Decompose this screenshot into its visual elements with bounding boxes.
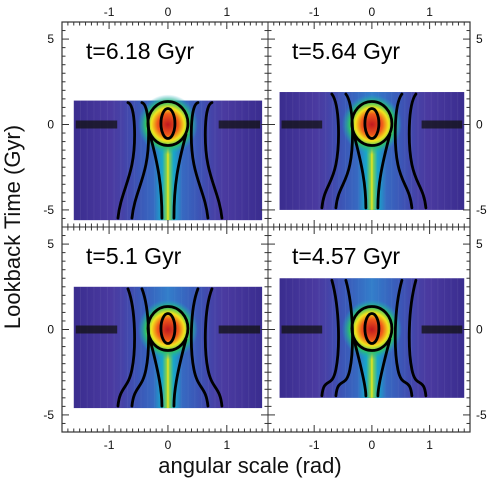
- contour-left-1: [130, 101, 150, 220]
- contour-core-inner: [159, 312, 177, 345]
- panel-title: t=5.64 Gyr: [292, 38, 400, 64]
- outer-border: [61, 21, 471, 433]
- x-tick-label: -1: [309, 5, 320, 19]
- contour-left-0: [116, 287, 136, 408]
- x-tick-label: 0: [369, 5, 376, 19]
- y-tick-label: -5: [43, 408, 54, 422]
- contour-inner-right: [376, 338, 392, 398]
- contour-right-0: [203, 287, 224, 408]
- outer-frame: [61, 21, 471, 433]
- contour-inner-left: [352, 133, 368, 210]
- contour-right-1: [189, 101, 210, 220]
- heatmap-dark-band-left: [281, 120, 323, 129]
- contour-core-outer: [146, 100, 190, 147]
- contour-inner-left: [148, 338, 164, 408]
- contour-inner-right: [172, 338, 188, 408]
- x-tick-label: -1: [104, 5, 115, 19]
- y-axis-label: Lookback Time (Gyr): [0, 125, 25, 329]
- panel-bottom-right: t=4.57 Gyr -1 0 1 -5 0 5: [267, 226, 487, 452]
- contour-core-outer: [146, 305, 190, 352]
- contour-left-1: [334, 278, 354, 398]
- contour-right-1: [189, 287, 210, 408]
- heatmap-dark-band-right: [421, 325, 463, 334]
- x-tick-label: 0: [165, 5, 172, 19]
- contour-left-0: [116, 101, 136, 220]
- panel-title: t=5.1 Gyr: [86, 243, 182, 269]
- y-tick-label: 5: [47, 237, 54, 251]
- x-tick-label: -1: [309, 438, 320, 452]
- y-tick-label: -5: [476, 203, 487, 217]
- y-tick-label: 0: [47, 323, 54, 337]
- heatmap-dark-band-right: [218, 120, 261, 129]
- panels-group: t=6.18 Gyr-1 0 1-505 t=5.64 Gyr-1 0 1-505t=5.…: [43, 5, 487, 452]
- contour-right-0: [407, 92, 428, 210]
- contour-inner-left: [352, 338, 368, 398]
- contour-right-0: [407, 278, 428, 398]
- x-tick-label: 1: [426, 5, 433, 19]
- panel-top-right: t=5.64 Gyr -1 0 1 -5 0 5: [267, 5, 487, 228]
- contour-left-0: [320, 92, 340, 210]
- heatmap-dark-band-right: [421, 120, 463, 129]
- x-tick-label: 1: [223, 5, 230, 19]
- y-tick-label: 0: [476, 118, 483, 132]
- contour-core-inner: [363, 312, 381, 345]
- x-tick-label: 1: [426, 438, 433, 452]
- contour-inner-right: [376, 133, 392, 210]
- panel-top-left: t=6.18 Gyr -1 0 1 -5 0 5: [43, 5, 269, 228]
- contour-left-1: [130, 287, 150, 408]
- x-tick-label: 0: [369, 438, 376, 452]
- heatmap-dark-band-left: [75, 325, 118, 334]
- panel-title: t=6.18 Gyr: [86, 38, 194, 64]
- contour-core-outer: [350, 100, 394, 147]
- y-tick-label: -5: [43, 203, 54, 217]
- heatmap-dark-band-left: [75, 120, 118, 129]
- contour-right-1: [393, 92, 414, 210]
- y-tick-label: 5: [47, 32, 54, 46]
- panel-title: t=4.57 Gyr: [292, 243, 400, 269]
- x-tick-label: -1: [104, 438, 115, 452]
- contour-core-inner: [363, 107, 381, 140]
- contour-left-0: [320, 278, 340, 398]
- contour-core-inner: [159, 107, 177, 140]
- x-tick-label: 1: [223, 438, 230, 452]
- x-axis-label: angular scale (rad): [158, 453, 341, 478]
- contour-inner-right: [172, 133, 188, 220]
- y-tick-label: 5: [476, 32, 483, 46]
- contour-right-1: [393, 278, 414, 398]
- heatmap-dark-band-right: [218, 325, 261, 334]
- y-tick-label: -5: [476, 408, 487, 422]
- contour-core-outer: [350, 305, 394, 352]
- contour-left-1: [334, 92, 354, 210]
- contour-inner-left: [148, 133, 164, 220]
- contour-right-0: [203, 101, 224, 220]
- panel-bottom-left: t=5.1 Gyr -1 0 1 -5 0 5: [43, 226, 269, 452]
- y-tick-label: 0: [47, 118, 54, 132]
- y-tick-label: 0: [476, 323, 483, 337]
- heatmap-dark-band-left: [281, 325, 323, 334]
- x-tick-label: 0: [165, 438, 172, 452]
- y-tick-label: 5: [476, 237, 483, 251]
